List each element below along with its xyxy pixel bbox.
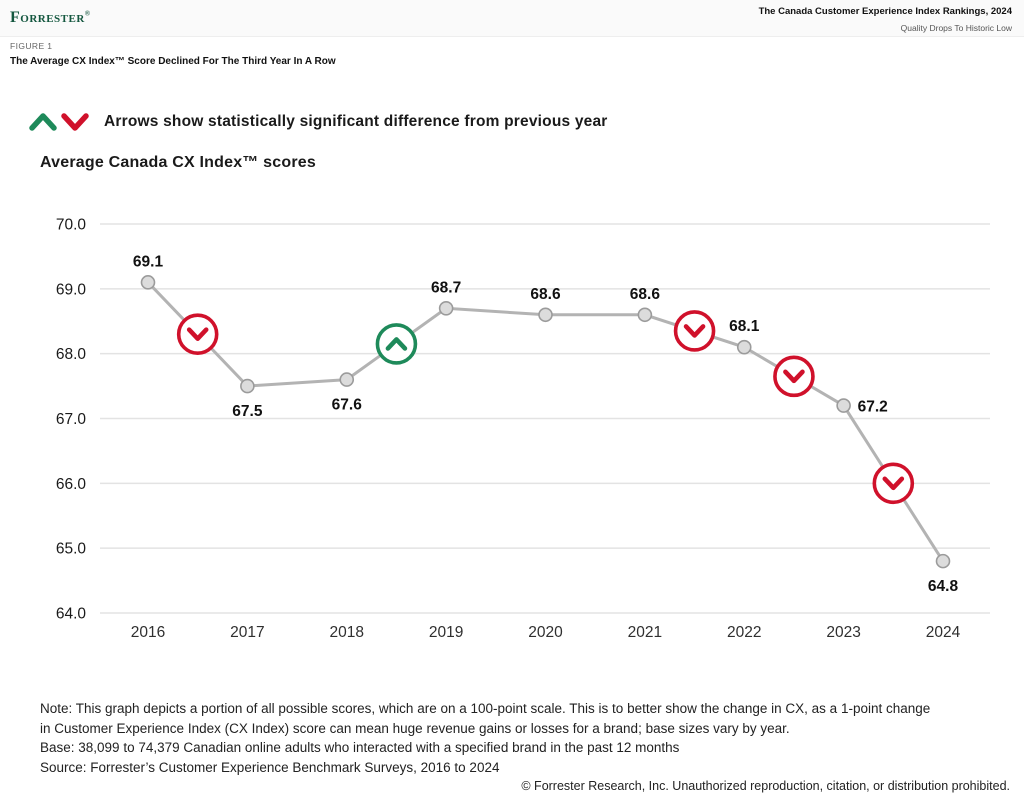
data-point-label: 67.5 bbox=[232, 403, 263, 420]
data-point-marker bbox=[438, 300, 454, 316]
note-line: Base: 38,099 to 74,379 Canadian online a… bbox=[40, 740, 680, 755]
y-axis-tick-label: 66.0 bbox=[56, 476, 87, 493]
note-line: in Customer Experience Index (CX Index) … bbox=[40, 720, 790, 736]
up-arrow-icon bbox=[385, 337, 408, 351]
data-point-label: 68.6 bbox=[630, 286, 661, 303]
data-point-label: 68.7 bbox=[431, 279, 461, 296]
data-point-marker bbox=[240, 378, 255, 394]
legend-text: Arrows show statistically significant di… bbox=[104, 113, 608, 130]
legend-chevrons bbox=[28, 111, 90, 133]
note-line: Note: This graph depicts a portion of al… bbox=[40, 701, 931, 716]
figure-label: FIGURE 1 bbox=[10, 41, 53, 51]
chart-notes: Note: This graph depicts a portion of al… bbox=[40, 699, 930, 777]
x-axis-tick-label: 2016 bbox=[131, 624, 165, 641]
x-axis-tick-label: 2017 bbox=[230, 624, 264, 641]
data-point-marker bbox=[836, 398, 851, 413]
registered-mark-icon: ® bbox=[84, 9, 91, 18]
significance-legend: Arrows show statistically significant di… bbox=[28, 110, 608, 134]
down-arrow-icon bbox=[683, 324, 706, 338]
trend-line bbox=[146, 281, 945, 562]
report-subtitle: Quality Drops To Historic Low bbox=[900, 23, 1012, 33]
data-point-label: 67.2 bbox=[858, 399, 888, 416]
data-point-label: 68.6 bbox=[530, 286, 561, 303]
chart-title: Average Canada CX Index™ scores bbox=[40, 154, 316, 171]
down-arrow-icon bbox=[882, 476, 905, 491]
up-arrow-icon bbox=[29, 113, 57, 131]
x-axis-tick-label: 2019 bbox=[429, 624, 463, 641]
data-point-marker bbox=[637, 307, 653, 323]
x-axis-tick-label: 2024 bbox=[926, 624, 961, 641]
note-line: Source: Forrester’s Customer Experience … bbox=[40, 759, 500, 775]
header-band bbox=[0, 0, 1024, 37]
data-point-marker bbox=[935, 553, 951, 569]
x-axis-tick-label: 2023 bbox=[826, 624, 860, 641]
down-arrow-icon bbox=[186, 327, 209, 342]
x-axis-tick-label: 2021 bbox=[628, 624, 662, 641]
data-point-marker bbox=[140, 275, 156, 290]
data-point-marker bbox=[538, 307, 553, 323]
data-point-marker bbox=[736, 339, 752, 355]
forrester-logo-text: Forrester bbox=[10, 9, 85, 26]
y-axis-tick-label: 64.0 bbox=[56, 606, 87, 623]
significant-decrease-icon bbox=[872, 462, 915, 505]
y-axis-tick-label: 65.0 bbox=[56, 541, 87, 558]
figure-title: The Average CX Index™ Score Declined For… bbox=[10, 56, 336, 67]
report-title: The Canada Customer Experience Index Ran… bbox=[758, 6, 1012, 17]
y-axis-tick-label: 67.0 bbox=[56, 411, 87, 428]
forrester-logo: Forrester® bbox=[10, 9, 91, 27]
x-axis-tick-label: 2018 bbox=[330, 624, 364, 641]
copyright-notice: © Forrester Research, Inc. Unauthorized … bbox=[521, 779, 1010, 793]
data-point-label: 67.6 bbox=[332, 397, 363, 414]
significant-decrease-icon bbox=[773, 355, 815, 398]
y-axis-tick-label: 70.0 bbox=[56, 217, 87, 234]
data-point-label: 68.1 bbox=[729, 318, 760, 335]
data-point-marker bbox=[339, 372, 355, 387]
significant-increase-icon bbox=[375, 323, 418, 365]
data-point-label: 64.8 bbox=[928, 578, 959, 595]
y-axis-tick-label: 68.0 bbox=[56, 346, 87, 363]
x-axis-tick-label: 2020 bbox=[528, 624, 563, 641]
data-point-label: 69.1 bbox=[133, 253, 164, 270]
significant-decrease-icon bbox=[176, 313, 219, 356]
y-axis-tick-label: 69.0 bbox=[56, 281, 87, 298]
cx-line-chart: 70.0 69.0 68.0 67.0 66.0 65.0 64.0 2016 2017 2018… bbox=[56, 217, 990, 641]
down-arrow-icon bbox=[61, 113, 89, 131]
down-arrow-icon bbox=[783, 369, 805, 384]
significant-decrease-icon bbox=[673, 310, 716, 352]
x-axis-tick-label: 2022 bbox=[727, 624, 761, 641]
